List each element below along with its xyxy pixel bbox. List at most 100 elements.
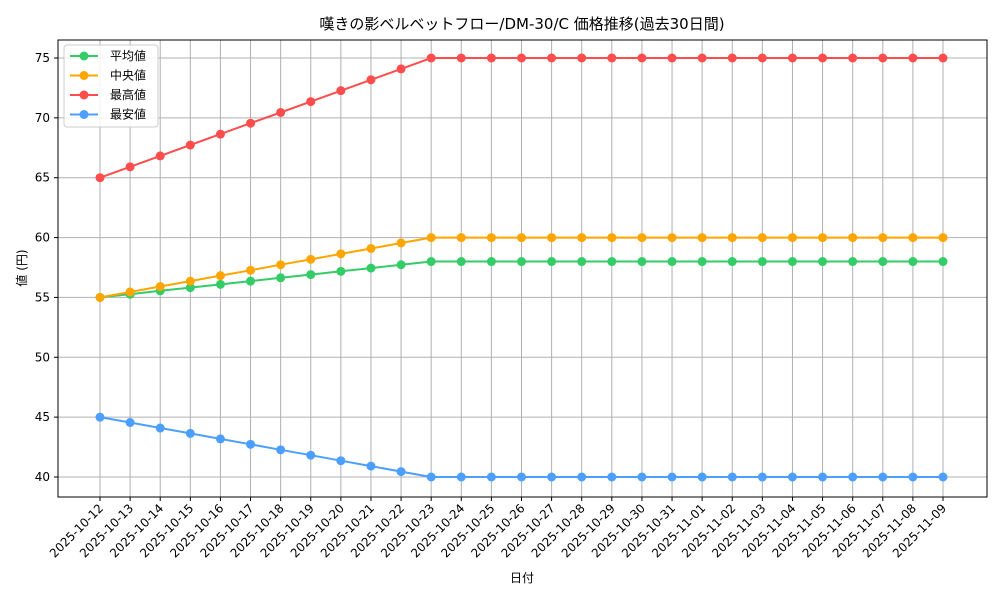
- data-point: [456, 257, 466, 267]
- data-point: [667, 472, 677, 482]
- data-point: [848, 257, 858, 267]
- y-tick-label: 40: [35, 470, 50, 484]
- data-point: [908, 233, 918, 243]
- data-point: [125, 287, 135, 297]
- data-point: [396, 238, 406, 248]
- data-point: [818, 472, 828, 482]
- data-point: [938, 53, 948, 63]
- data-point: [607, 257, 617, 267]
- data-point: [426, 472, 436, 482]
- data-point: [878, 53, 888, 63]
- data-point: [155, 423, 165, 433]
- data-point: [215, 129, 225, 139]
- data-point: [697, 257, 707, 267]
- legend-item-label: 最安値: [110, 107, 146, 122]
- data-point: [276, 445, 286, 455]
- series-line: [95, 412, 948, 482]
- data-point: [637, 233, 647, 243]
- data-point: [396, 467, 406, 477]
- data-point: [125, 162, 135, 172]
- data-point: [878, 257, 888, 267]
- data-point: [577, 472, 587, 482]
- data-point: [818, 257, 828, 267]
- data-point: [697, 233, 707, 243]
- data-point: [637, 257, 647, 267]
- data-point: [336, 456, 346, 466]
- data-point: [95, 412, 105, 422]
- y-tick-label: 55: [35, 290, 50, 304]
- data-point: [757, 53, 767, 63]
- data-point: [637, 472, 647, 482]
- data-point: [818, 53, 828, 63]
- data-point: [667, 233, 677, 243]
- data-point: [938, 257, 948, 267]
- data-point: [938, 472, 948, 482]
- data-point: [547, 53, 557, 63]
- data-point: [246, 118, 256, 128]
- data-point: [577, 257, 587, 267]
- data-point: [517, 257, 526, 267]
- series-line: [95, 53, 948, 183]
- y-tick-label: 45: [35, 410, 50, 424]
- chart-title: 嘆きの影ベルベットフロー/DM-30/C 価格推移(過去30日間): [319, 15, 724, 33]
- data-point: [306, 97, 316, 107]
- data-point: [547, 257, 557, 267]
- y-tick-label: 70: [35, 111, 50, 125]
- data-point: [276, 260, 286, 270]
- data-point: [276, 107, 286, 117]
- data-point: [878, 472, 888, 482]
- data-point: [607, 53, 617, 63]
- data-point: [246, 265, 256, 275]
- data-point: [306, 270, 316, 280]
- data-point: [667, 257, 677, 267]
- y-axis-label: 値 (円): [14, 249, 29, 286]
- data-point: [727, 53, 737, 63]
- data-point: [246, 439, 256, 449]
- data-point: [486, 53, 496, 63]
- data-point: [938, 233, 948, 243]
- y-tick-label: 65: [35, 171, 50, 185]
- data-point: [757, 257, 767, 267]
- data-point: [637, 53, 647, 63]
- data-point: [306, 254, 316, 264]
- data-point: [787, 257, 797, 267]
- data-point: [366, 243, 376, 253]
- data-point: [336, 86, 346, 96]
- data-point: [185, 428, 195, 438]
- data-point: [456, 53, 466, 63]
- data-point: [787, 472, 797, 482]
- series-line: [95, 233, 948, 302]
- data-point: [607, 472, 617, 482]
- data-point: [757, 233, 767, 243]
- data-point: [517, 233, 526, 243]
- data-point: [607, 233, 617, 243]
- data-point: [908, 53, 918, 63]
- data-point: [848, 472, 858, 482]
- data-point: [727, 472, 737, 482]
- data-point: [246, 276, 256, 286]
- data-point: [336, 249, 346, 259]
- data-point: [185, 140, 195, 150]
- data-point: [547, 472, 557, 482]
- data-point: [426, 53, 436, 63]
- data-point: [486, 233, 496, 243]
- data-point: [426, 257, 436, 267]
- y-tick-label: 75: [35, 51, 50, 65]
- legend-item-label: 最高値: [110, 87, 146, 102]
- data-point: [697, 472, 707, 482]
- data-point: [336, 266, 346, 276]
- data-point: [486, 472, 496, 482]
- data-point: [667, 53, 677, 63]
- data-point: [215, 279, 225, 289]
- data-point: [215, 271, 225, 281]
- data-point: [577, 53, 587, 63]
- data-point: [366, 75, 376, 85]
- data-point: [185, 283, 195, 293]
- data-point: [366, 263, 376, 273]
- data-point: [456, 233, 466, 243]
- data-point: [276, 273, 286, 283]
- data-point: [155, 151, 165, 161]
- data-point: [697, 53, 707, 63]
